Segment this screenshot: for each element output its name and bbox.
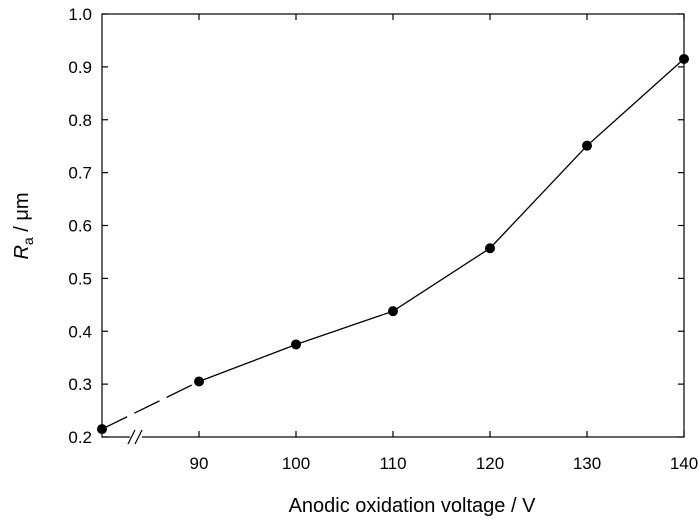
series-line bbox=[198, 58, 685, 383]
plot-frame bbox=[101, 13, 685, 438]
x-axis-label: Anodic oxidation voltage / V bbox=[289, 495, 536, 517]
x-tick-label: 100 bbox=[282, 454, 310, 473]
x-tick-label: 140 bbox=[670, 454, 698, 473]
axis-break-slash bbox=[134, 429, 143, 445]
y-axis-label-symbol: R bbox=[11, 245, 33, 259]
axis-break-slash bbox=[127, 429, 136, 445]
y-tick-label: 1.0 bbox=[68, 5, 92, 24]
series-layer bbox=[97, 53, 689, 435]
y-axis-label: Ra / μm bbox=[11, 192, 36, 259]
y-tick-label: 0.4 bbox=[68, 322, 92, 341]
y-tick-labels: 0.2 0.3 0.4 0.5 0.6 0.7 0.8 0.9 1.0 bbox=[68, 5, 92, 447]
data-point bbox=[485, 243, 495, 254]
data-point bbox=[582, 140, 592, 151]
data-point bbox=[291, 339, 301, 350]
data-point bbox=[388, 306, 398, 317]
x-tick-label: 90 bbox=[190, 454, 209, 473]
x-tick-labels: 90 100 110 120 130 140 bbox=[190, 454, 699, 473]
y-axis-label-subscript: a bbox=[20, 237, 36, 245]
y-tick-label: 0.6 bbox=[68, 217, 92, 236]
x-tick-label: 110 bbox=[379, 454, 406, 473]
y-tick-label: 0.5 bbox=[68, 269, 92, 288]
series-line-segment-broken bbox=[101, 380, 200, 430]
ticks-layer bbox=[102, 13, 685, 438]
y-tick-label: 0.9 bbox=[68, 58, 92, 77]
x-tick-label: 130 bbox=[573, 454, 601, 473]
y-tick-label: 0.2 bbox=[68, 428, 92, 447]
x-axis-break bbox=[127, 429, 143, 445]
y-tick-label: 0.8 bbox=[68, 111, 92, 130]
y-tick-label: 0.3 bbox=[68, 375, 92, 394]
data-point bbox=[194, 376, 204, 387]
x-tick-label: 120 bbox=[476, 454, 504, 473]
y-axis-label-unit: / μm bbox=[11, 192, 33, 237]
y-tick-label: 0.7 bbox=[68, 164, 92, 183]
